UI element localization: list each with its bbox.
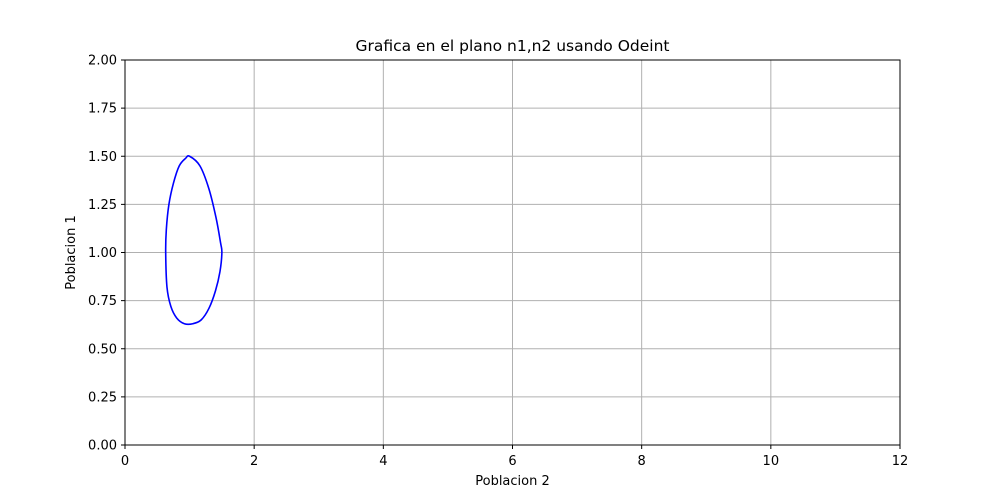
x-tick-label: 4 bbox=[379, 454, 387, 469]
y-tick-label: 0.00 bbox=[88, 439, 117, 454]
y-tick-label: 0.75 bbox=[88, 294, 117, 309]
x-tick-label: 10 bbox=[763, 454, 780, 469]
x-axis-label: Poblacion 2 bbox=[475, 474, 550, 489]
y-axis-label: Poblacion 1 bbox=[64, 215, 79, 290]
y-tick-label: 1.50 bbox=[88, 150, 117, 165]
y-tick-label: 0.25 bbox=[88, 390, 117, 405]
y-tick-label: 1.25 bbox=[88, 198, 117, 213]
x-tick-label: 6 bbox=[508, 454, 516, 469]
x-tick-label: 12 bbox=[892, 454, 909, 469]
chart-title: Grafica en el plano n1,n2 usando Odeint bbox=[355, 37, 669, 55]
ticks: 0 2 4 6 8 10 12 0.00 0.25 0.50 0.75 1.00 1.25 1.50 1.7… bbox=[88, 54, 908, 470]
y-tick-label: 0.50 bbox=[88, 342, 117, 357]
x-tick-label: 0 bbox=[121, 454, 129, 469]
y-tick-label: 1.75 bbox=[88, 102, 117, 117]
grid bbox=[124, 59, 901, 446]
series-line bbox=[164, 154, 223, 326]
y-tick-label: 2.00 bbox=[88, 54, 117, 69]
x-tick-label: 8 bbox=[638, 454, 646, 469]
series-layer bbox=[164, 154, 223, 326]
y-tick-label: 1.00 bbox=[88, 246, 117, 261]
x-tick-label: 2 bbox=[250, 454, 258, 469]
